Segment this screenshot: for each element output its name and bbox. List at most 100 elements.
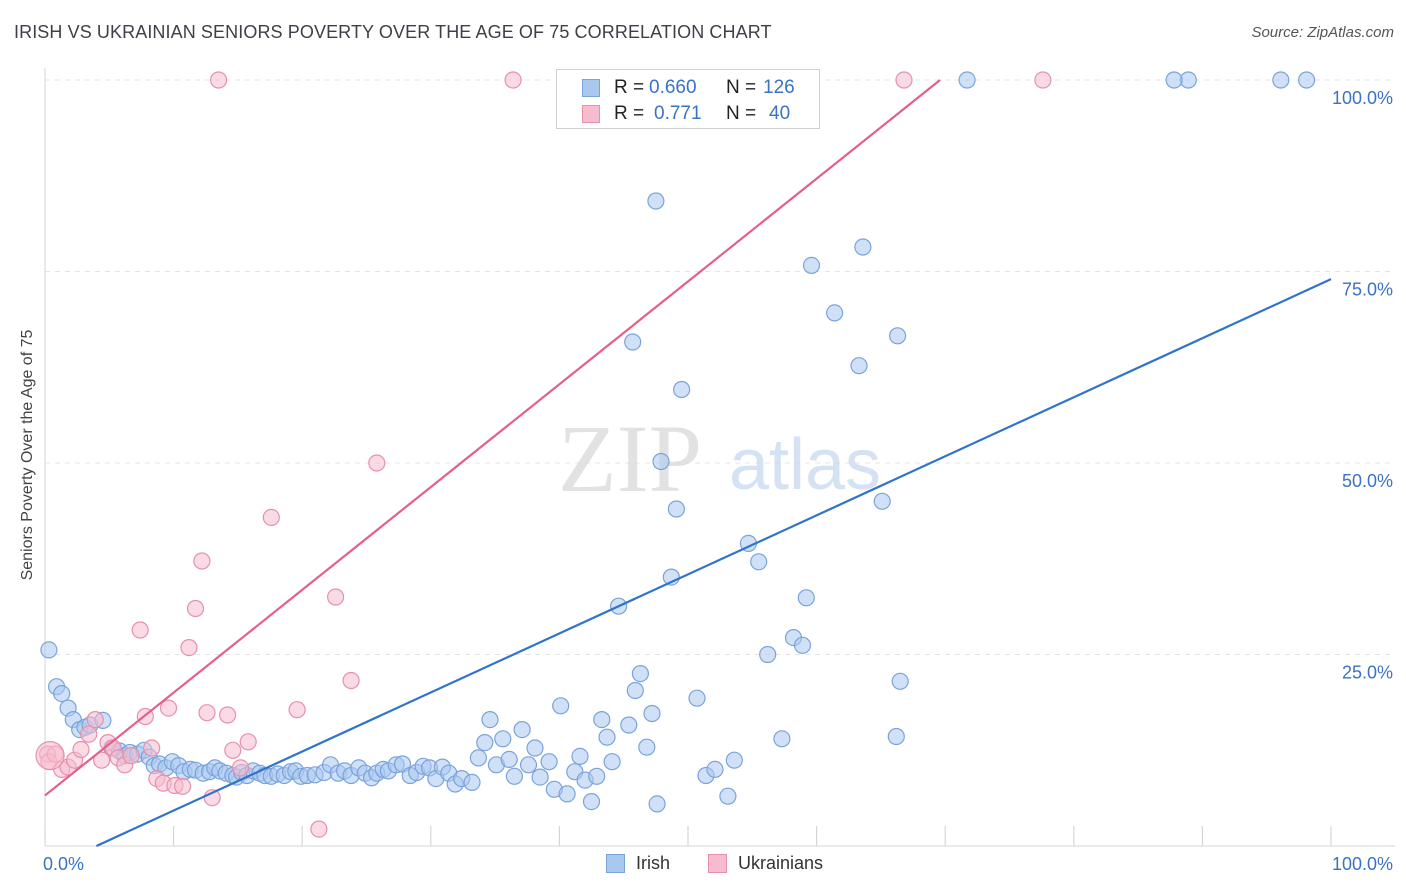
- correlation-stats-box: R = 0.660 N = 126 R = 0.771 N = 40: [556, 69, 820, 129]
- data-point: [531, 768, 549, 786]
- stats-row-ukrainians: R = 0.771 N = 40: [557, 101, 819, 127]
- data-point: [887, 727, 905, 746]
- data-point: [513, 720, 531, 739]
- data-point: [481, 710, 499, 729]
- data-point: [368, 454, 386, 472]
- legend-irish-label: Irish: [636, 853, 671, 873]
- data-point: [180, 638, 198, 657]
- gridlines: [45, 79, 1395, 655]
- data-point: [1297, 71, 1316, 89]
- data-point: [793, 636, 812, 654]
- data-point: [593, 710, 611, 729]
- axes: [44, 68, 1395, 847]
- data-point: [500, 750, 518, 769]
- data-point: [652, 452, 670, 471]
- data-point: [80, 725, 98, 743]
- data-point: [648, 795, 666, 813]
- data-point: [310, 820, 328, 838]
- data-point: [131, 621, 149, 639]
- irish-n-value: 126: [763, 77, 795, 98]
- data-point: [476, 733, 494, 752]
- data-point: [725, 751, 743, 769]
- data-point: [262, 508, 280, 527]
- data-point: [672, 380, 691, 399]
- data-point: [219, 706, 237, 724]
- data-point: [850, 357, 868, 375]
- legend-ukrainians-swatch: [708, 854, 727, 873]
- data-point: [1034, 71, 1052, 89]
- data-point: [35, 740, 65, 771]
- data-point: [620, 716, 638, 734]
- data-point: [159, 699, 178, 717]
- x-tick-label: 0.0%: [43, 854, 84, 874]
- data-point: [210, 71, 228, 89]
- data-point: [540, 753, 558, 771]
- data-point: [198, 704, 216, 722]
- data-point: [504, 71, 522, 89]
- ukr-n-label: N =: [726, 103, 757, 124]
- data-point: [239, 733, 257, 751]
- data-point: [1165, 71, 1183, 89]
- data-point: [802, 256, 821, 274]
- data-point: [327, 588, 345, 606]
- irish-swatch: [582, 79, 600, 97]
- data-point: [1272, 71, 1290, 89]
- trend-lines: [44, 79, 1332, 847]
- data-point: [643, 704, 661, 723]
- data-point: [494, 730, 512, 748]
- data-point: [631, 664, 650, 683]
- data-point: [588, 767, 606, 785]
- data-point: [719, 787, 737, 805]
- data-point: [571, 747, 589, 766]
- data-point: [873, 492, 891, 510]
- ukrainian-trend-line: [44, 79, 941, 797]
- irish-r-label: R =: [614, 77, 645, 98]
- data-point: [122, 746, 140, 765]
- data-point: [186, 599, 205, 618]
- y-tick-label: 75.0%: [1342, 280, 1393, 300]
- data-point: [342, 671, 360, 690]
- irish-r-value: 0.660: [649, 77, 697, 98]
- data-point: [706, 760, 724, 779]
- irish-trend-line: [95, 278, 1332, 847]
- y-tick-label: 50.0%: [1342, 471, 1393, 491]
- data-point: [647, 192, 665, 210]
- legend-irish-swatch: [606, 854, 625, 873]
- ukr-r-value: 0.771: [654, 103, 702, 124]
- data-point: [624, 333, 642, 351]
- data-point: [86, 710, 104, 729]
- data-point: [224, 741, 242, 759]
- y-tick-label: 100.0%: [1332, 88, 1393, 108]
- data-point: [143, 739, 161, 757]
- watermark-zip: ZIP: [558, 405, 702, 512]
- data-point: [667, 500, 686, 518]
- data-point: [231, 759, 250, 777]
- data-point: [526, 739, 544, 757]
- data-point: [552, 697, 570, 715]
- data-point: [519, 756, 538, 774]
- chart-title: IRISH VS UKRAINIAN SENIORS POVERTY OVER …: [14, 22, 772, 42]
- data-point: [40, 641, 58, 659]
- data-point: [193, 552, 211, 570]
- tick-labels: 25.0% 50.0% 75.0% 100.0% 0.0% 100.0%: [43, 88, 1393, 874]
- data-point: [288, 701, 306, 719]
- data-point: [558, 785, 576, 803]
- data-point: [174, 777, 192, 795]
- data-point: [582, 792, 601, 811]
- data-point: [598, 728, 616, 746]
- data-point: [469, 749, 487, 767]
- data-point: [759, 645, 777, 664]
- data-point: [92, 751, 111, 769]
- ukr-n-value: 40: [769, 103, 791, 124]
- data-point: [888, 327, 907, 345]
- ukr-r-label: R =: [614, 103, 645, 124]
- data-point: [626, 681, 644, 700]
- ukrainians-swatch: [582, 105, 600, 123]
- data-point: [797, 589, 815, 607]
- data-point: [750, 553, 768, 571]
- data-point: [854, 238, 872, 256]
- data-point: [825, 304, 844, 322]
- watermark-atlas: atlas: [729, 425, 881, 505]
- data-point: [895, 71, 913, 89]
